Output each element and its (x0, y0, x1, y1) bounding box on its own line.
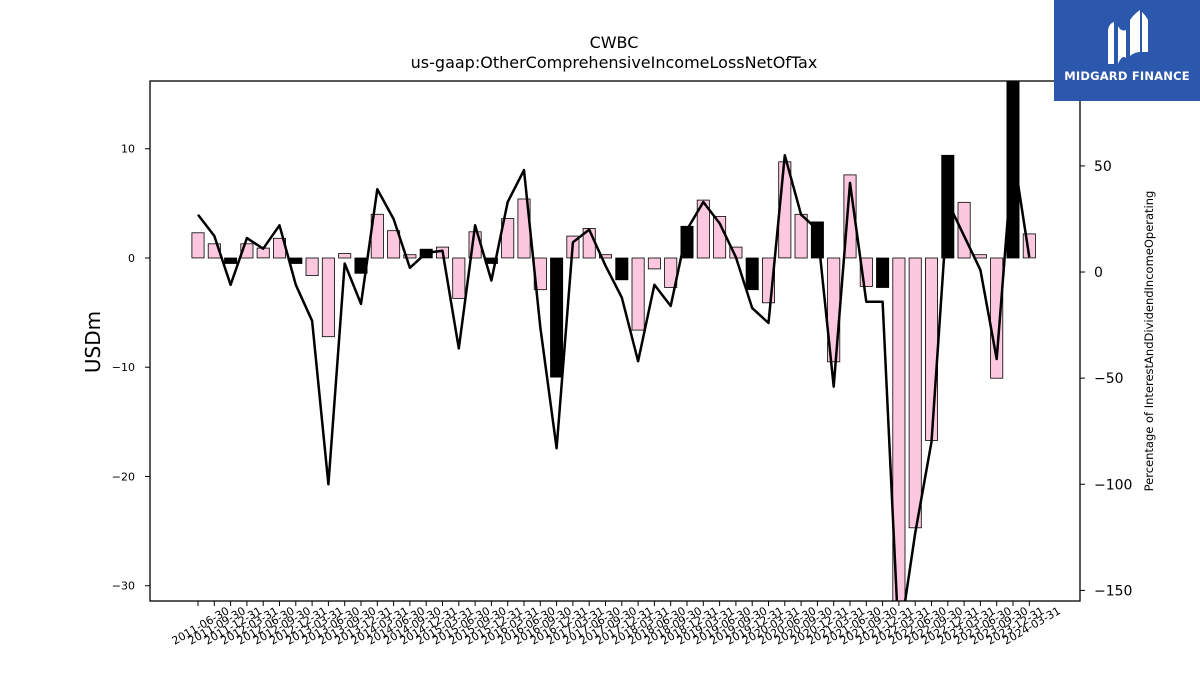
bar (843, 174, 857, 259)
plot-frame (149, 80, 1081, 602)
y-axis-label: USDm (81, 311, 105, 373)
y2-tick-label: 0 (1094, 265, 1103, 281)
bar (338, 253, 352, 259)
bar (305, 257, 319, 276)
bar (321, 257, 335, 338)
y2-tick-label: 50 (1094, 159, 1112, 175)
y2-tick-label: −100 (1094, 477, 1132, 493)
bar (191, 232, 205, 259)
bar (387, 230, 401, 259)
bar (615, 257, 629, 281)
bar-series (191, 81, 1036, 601)
bar (550, 257, 564, 378)
brand-badge: MIDGARD FINANCE (1054, 0, 1200, 101)
y-tick-label: −20 (112, 470, 135, 483)
bar (745, 257, 759, 291)
line-series (197, 149, 1031, 601)
bar (631, 257, 645, 331)
bar (973, 254, 987, 259)
y2-tick-label: −50 (1094, 371, 1124, 387)
y-tick-label: −30 (112, 580, 135, 593)
brand-name: MIDGARD FINANCE (1064, 69, 1190, 83)
bar (794, 213, 808, 259)
chart-title: CWBC (590, 33, 639, 52)
bar (1006, 81, 1020, 259)
midgard-logo-icon (1108, 10, 1148, 64)
bar (876, 257, 890, 288)
y-tick-label: 0 (128, 252, 135, 265)
y-tick-label: −10 (112, 361, 135, 374)
y2-tick-label: −150 (1094, 583, 1132, 599)
bar (680, 225, 694, 259)
bar (892, 257, 906, 601)
bar (452, 257, 466, 299)
y-tick-label: 10 (121, 143, 135, 156)
plot-area: 100−10−20−30500−50−100−1502011-06-302011… (112, 80, 1132, 648)
bar (599, 254, 613, 259)
bar (925, 257, 939, 441)
bar (908, 257, 922, 529)
bar (403, 254, 417, 259)
bar (696, 199, 710, 259)
bar (501, 218, 515, 259)
chart-subtitle: us-gaap:OtherComprehensiveIncomeLossNetO… (411, 53, 818, 72)
y2-axis-label: Percentage of InterestAndDividendIncomeO… (1142, 191, 1156, 492)
bar (289, 257, 303, 264)
bar (224, 257, 238, 264)
bar (647, 257, 661, 270)
bar (957, 201, 971, 259)
